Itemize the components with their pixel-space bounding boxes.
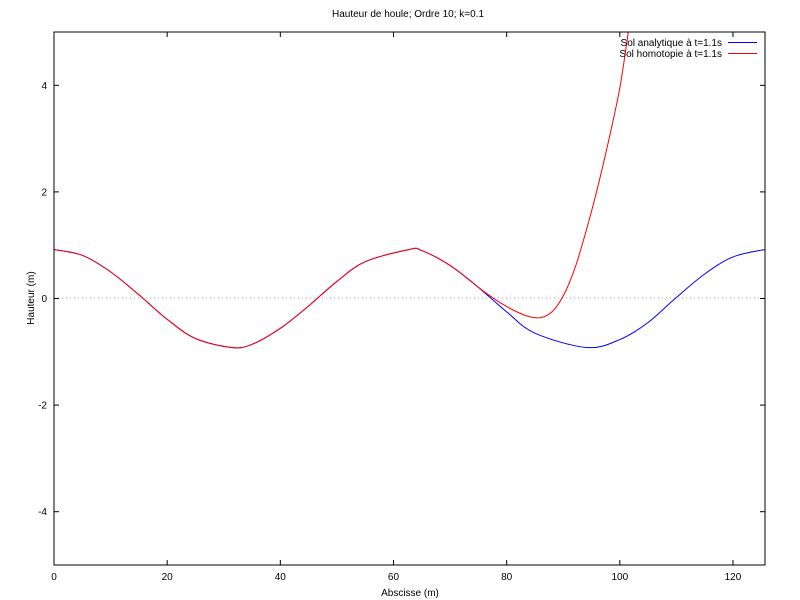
plot-frame (53, 31, 766, 566)
x-tick-label: 40 (275, 572, 287, 583)
y-tick-label: 0 (41, 294, 47, 305)
y-tick-label: -2 (38, 401, 47, 412)
x-tick-label: 60 (388, 572, 400, 583)
chart-title: Hauteur de houle; Ordre 10; k=0.1 (332, 9, 484, 20)
legend-label-analytique: Sol analytique à t=1.1s (621, 38, 722, 49)
x-tick-label: 120 (725, 572, 742, 583)
tick-layer: 0 20 40 60 80 100 120 -4 -2 0 2 4 (38, 32, 765, 583)
y-tick-label: 4 (41, 81, 47, 92)
y-axis-label: Hauteur (m) (26, 271, 37, 324)
legend: Sol analytique à t=1.1s Sol homotopie à … (619, 38, 757, 60)
x-tick-label: 20 (162, 572, 174, 583)
series-homotopie-line (53, 31, 629, 349)
x-axis-label: Abscisse (m) (381, 588, 439, 599)
x-tick-label: 0 (51, 572, 57, 583)
series-layer (53, 31, 766, 349)
y-tick-label: -4 (38, 507, 47, 518)
y-tick-label: 2 (41, 187, 47, 198)
x-tick-label: 80 (501, 572, 513, 583)
x-tick-label: 100 (611, 572, 628, 583)
legend-label-homotopie: Sol homotopie à t=1.1s (619, 49, 722, 60)
